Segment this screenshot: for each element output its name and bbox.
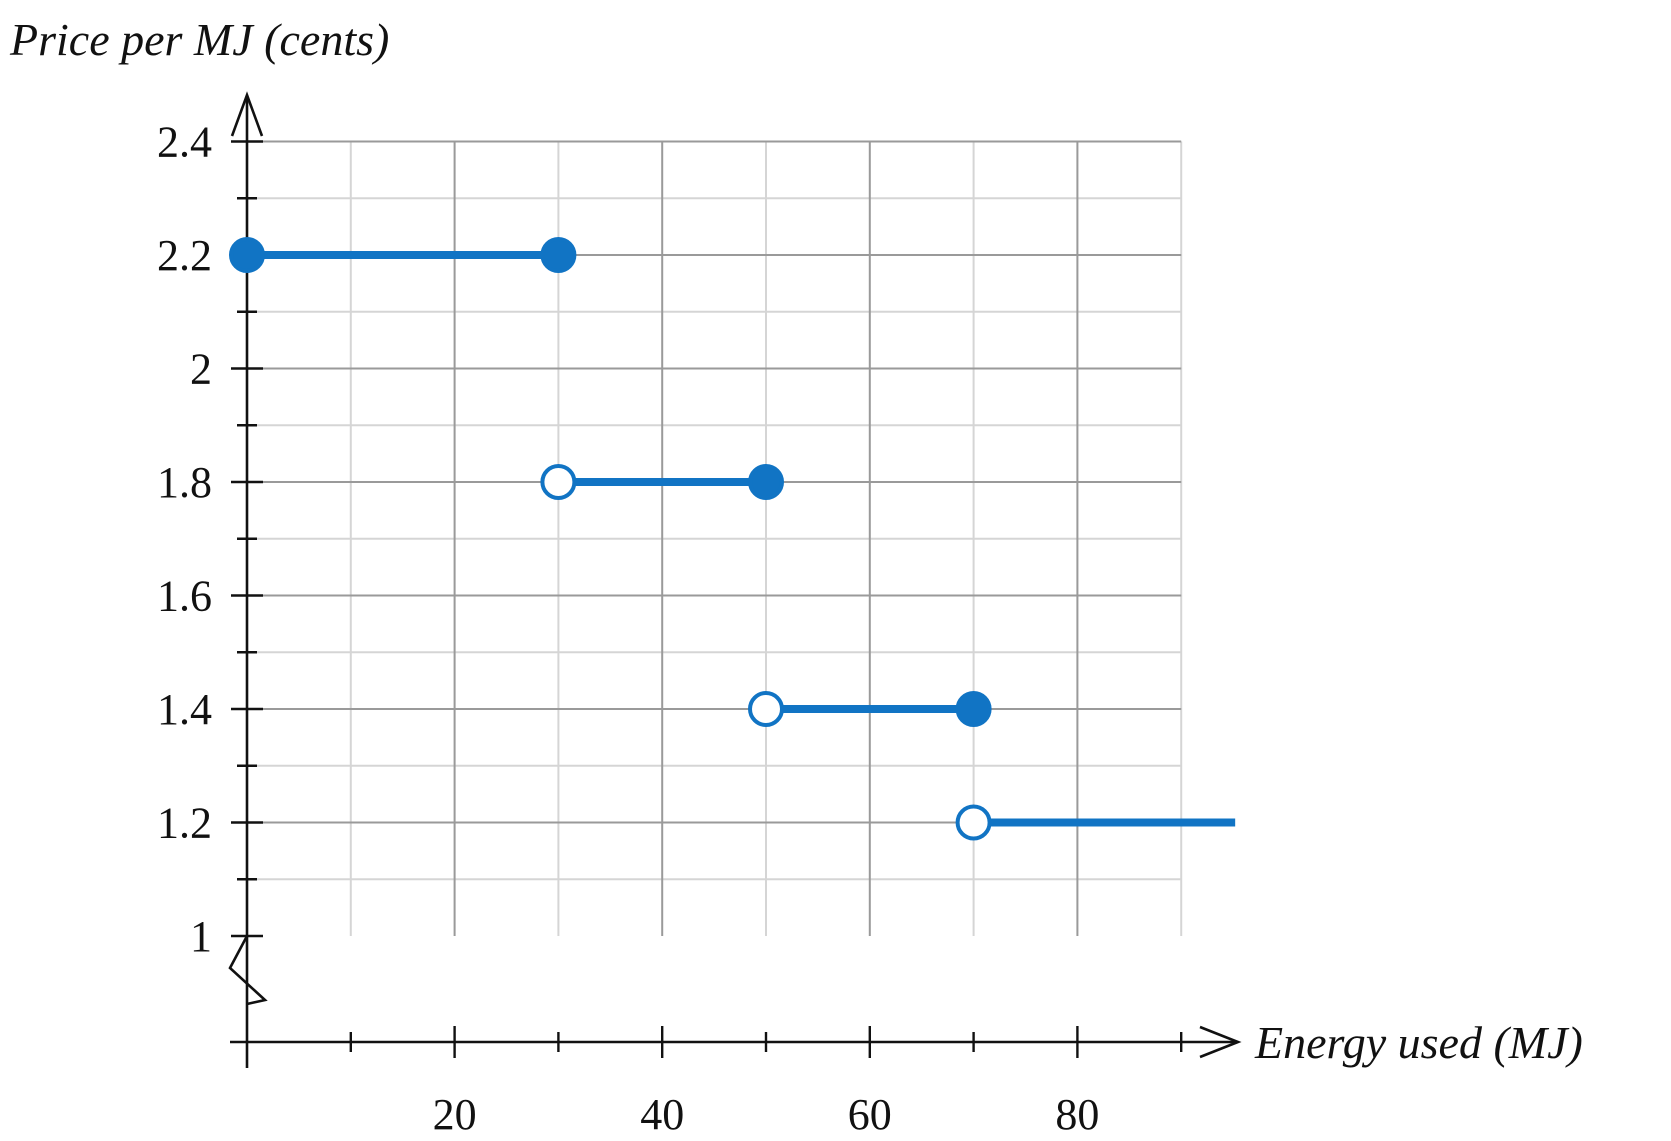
x-tick-label: 60	[848, 1090, 892, 1139]
closed-endpoint	[540, 237, 577, 273]
closed-endpoint	[229, 237, 265, 273]
y-tick-label: 2.2	[157, 231, 212, 280]
y-tick-label: 1	[190, 912, 212, 961]
open-endpoint	[540, 464, 577, 500]
y-tick-label: 1.8	[157, 458, 212, 507]
x-tick-label: 80	[1055, 1090, 1099, 1139]
y-tick-label: 2	[190, 345, 212, 394]
x-axis-arrow	[1199, 1025, 1242, 1059]
y-tick-label: 1.6	[157, 572, 212, 621]
y-axis-break	[228, 935, 268, 1006]
y-axis-arrow	[230, 91, 264, 137]
x-tick-label: 20	[433, 1090, 477, 1139]
open-endpoint	[955, 804, 992, 841]
grid	[247, 140, 1183, 936]
closed-endpoint	[955, 691, 992, 727]
series-price	[229, 237, 1236, 841]
tick-labels: 20 40 60 80 1 1.2 1.4 1.6 1.8 2 2.2 2.4	[157, 118, 1099, 1140]
x-axis-title: Energy used (MJ)	[1254, 1017, 1583, 1068]
closed-endpoint	[748, 464, 784, 500]
axes	[228, 91, 1242, 1068]
y-tick-label: 2.4	[157, 118, 212, 167]
y-tick-label: 1.2	[157, 799, 212, 848]
open-endpoint	[748, 691, 784, 727]
y-tick-label: 1.4	[157, 685, 212, 734]
y-axis-title: Price per MJ (cents)	[9, 14, 389, 65]
x-tick-label: 40	[640, 1090, 684, 1139]
